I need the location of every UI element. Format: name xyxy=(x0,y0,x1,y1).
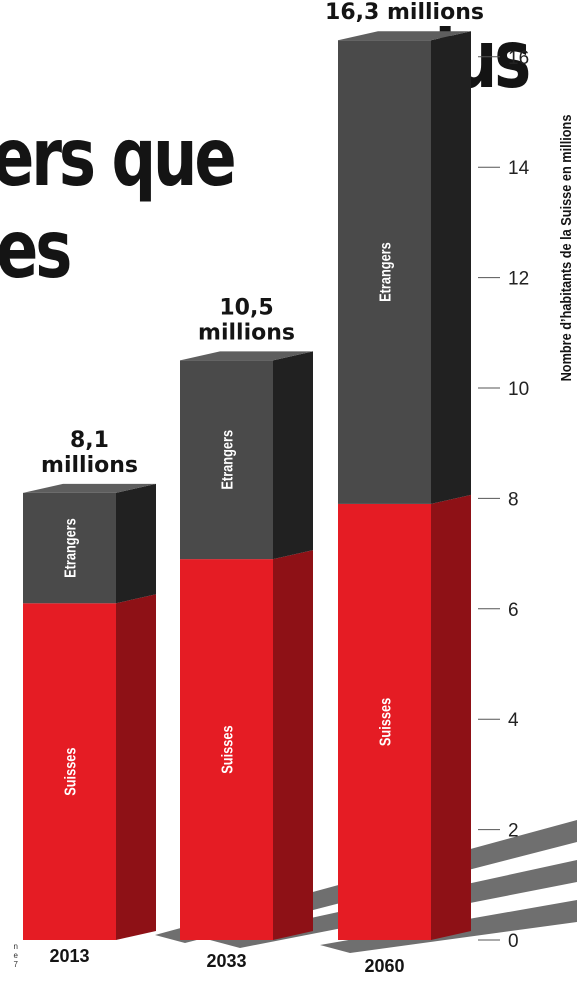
bar-total-label-line: millions xyxy=(198,320,295,345)
bar-front xyxy=(180,559,273,940)
y-tick-label: 14 xyxy=(508,158,530,179)
bar-segment-label: Suisses xyxy=(377,698,395,746)
bar-front xyxy=(338,40,431,504)
y-tick-label: 6 xyxy=(508,600,519,621)
bar-side xyxy=(116,483,156,604)
bar-front xyxy=(23,492,116,604)
y-axis: 0 2 4 6 8 10 12 14 16 Nombre d’habitants de la Su… xyxy=(478,48,574,952)
bar-segment-suisses: Suisses xyxy=(23,594,156,940)
bar-total-label-line: millions xyxy=(41,453,138,478)
x-category-label: 2060 xyxy=(364,956,404,976)
bar-side xyxy=(273,550,313,940)
x-category-label: 2033 xyxy=(206,951,246,971)
bar-segment-label: Etrangers xyxy=(62,518,80,578)
headline-line-2: ers que xyxy=(0,111,237,204)
y-tick-label: 12 xyxy=(508,269,529,290)
bar-side xyxy=(431,494,471,940)
source-note-line-3: 7 xyxy=(13,960,18,969)
y-tick-label: 16 xyxy=(508,48,529,69)
bar-side xyxy=(273,351,313,560)
y-tick-label: 4 xyxy=(508,710,519,731)
bar-segment-label: Suisses xyxy=(62,747,80,795)
bar-segment-label: Etrangers xyxy=(377,242,395,302)
y-tick-label: 2 xyxy=(508,821,519,842)
bar-top xyxy=(338,31,471,41)
y-tick-label: 0 xyxy=(508,931,519,952)
bar-total-label: 10,5 millions xyxy=(198,295,295,345)
bar-total-label: 8,1 millions xyxy=(41,428,138,478)
bar-segment-etrangers: Etrangers xyxy=(180,351,313,560)
source-note: n e 7 xyxy=(0,942,18,969)
bar-segment-etrangers: Etrangers xyxy=(338,31,471,504)
bar-segment-label: Suisses xyxy=(219,725,237,773)
bar-total-label-line: 16,3 millions xyxy=(325,0,484,25)
bar-total-label-line: 8,1 xyxy=(70,428,109,453)
y-tick-label: 8 xyxy=(508,489,519,510)
source-note-line-2: e xyxy=(13,951,18,960)
bar-segment-etrangers: Etrangers xyxy=(23,483,156,604)
bar-total-label-line: 10,5 xyxy=(219,295,273,320)
bar-side xyxy=(431,31,471,504)
bar-top xyxy=(23,483,156,493)
x-category-label: 2013 xyxy=(49,946,89,966)
bar-top xyxy=(180,351,313,361)
y-axis-label: Nombre d’habitants de la Suisse en milli… xyxy=(557,114,574,381)
headline-line-3: es xyxy=(0,203,72,296)
bar-segment-label: Etrangers xyxy=(219,430,237,490)
bar-total-label: 16,3 millions xyxy=(325,0,484,25)
y-tick-label: 10 xyxy=(508,379,529,400)
bar-segment-suisses: Suisses xyxy=(180,550,313,940)
bar-segment-suisses: Suisses xyxy=(338,494,471,940)
bar-side xyxy=(116,594,156,940)
bar-front xyxy=(23,603,116,940)
bar-front xyxy=(180,360,273,560)
bar-front xyxy=(338,503,431,940)
source-note-line-1: n xyxy=(13,942,18,951)
